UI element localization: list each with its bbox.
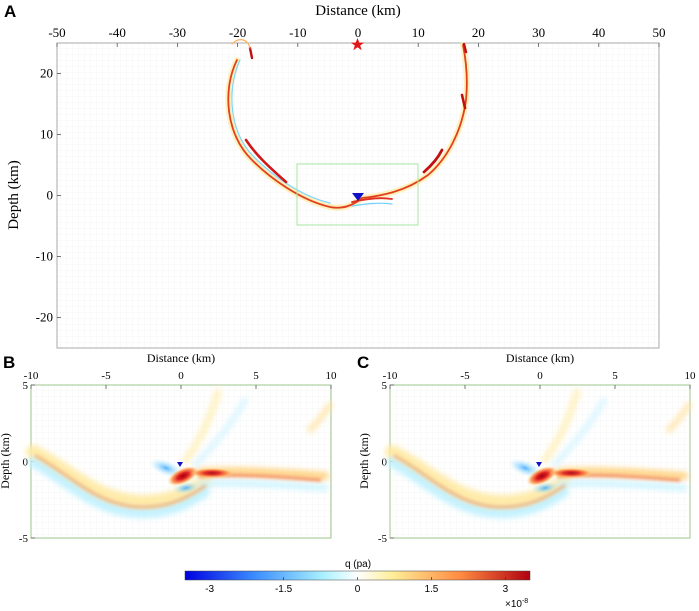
ytick-label: -5 [378,533,388,545]
xtick-label: 0 [537,370,543,382]
xtick-label: -10 [289,25,306,40]
colorbar-label: q (pa) [345,559,371,570]
panel-a-yticks: 20 10 0 -10 -20 [36,66,61,325]
panel-c-ylabel: Depth (km) [357,433,371,489]
source-star-icon [350,38,365,51]
xtick-label: 10 [412,25,425,40]
colorbar-tick-label: -3 [205,584,214,595]
colorbar-tick-label: -1.5 [275,584,293,595]
ytick-label: 10 [40,127,53,142]
panel-a-ylabel: Depth (km) [6,160,22,230]
panel-a-xticks: -50 -40 -30 -20 -10 0 10 20 30 40 50 [48,25,666,47]
panel-c-letter: C [357,353,369,372]
xtick-label: -5 [460,370,470,382]
panel-b-plot-area [30,384,332,539]
xtick-label: 10 [685,370,697,382]
panel-b-xlabel: Distance (km) [147,351,215,365]
panel-a-xlabel: Distance (km) [315,3,400,19]
xtick-label: 40 [592,25,605,40]
ytick-label: -5 [19,533,29,545]
colorbar: q (pa) -3 -1.5 0 1.5 3 ×10-8 [184,559,531,610]
receiver-triangle-icon [177,462,183,467]
xtick-label: 5 [612,370,618,382]
xtick-label: -10 [24,370,39,382]
receiver-triangle-icon [352,193,364,201]
colorbar-tick-label: 3 [503,584,509,595]
colorbar-multiplier: ×10-8 [505,598,528,610]
xtick-label: -5 [101,370,111,382]
xtick-label: 10 [326,370,338,382]
panel-b-letter: B [3,353,15,372]
ytick-label: 0 [23,457,29,469]
ytick-label: 0 [47,188,54,203]
ytick-label: 0 [382,457,388,469]
xtick-label: -50 [48,25,65,40]
receiver-triangle-icon [536,462,542,467]
xtick-label: 0 [178,370,184,382]
panel-c-wavefield [385,388,692,519]
panel-c-xticks: -10 -5 0 5 10 [383,370,696,389]
ytick-label: 5 [23,380,29,392]
panel-a-letter: A [4,2,16,21]
panel-a: A Distance (km) -50 -40 -30 -20 -10 0 10 20 30 40… [4,2,666,349]
panel-b-wavefield [26,388,333,519]
panel-b: B Distance (km) -10 -5 0 5 10 5 0 -5 Depth (km… [0,351,337,545]
panel-a-wavefront [225,39,470,211]
xtick-label: 5 [253,370,259,382]
colorbar-tick-label: 1.5 [424,584,438,595]
panel-c-plot-area [389,384,691,539]
xtick-label: -30 [169,25,186,40]
colorbar-tick-label: 0 [355,584,361,595]
xtick-label: 30 [532,25,545,40]
panel-a-inset-box [296,163,419,226]
panel-b-xticks: -10 -5 0 5 10 [24,370,337,389]
ytick-label: -10 [36,249,53,264]
xtick-label: 50 [653,25,666,40]
xtick-label: 0 [355,25,362,40]
ytick-label: 5 [382,380,388,392]
ytick-label: 20 [40,66,53,81]
xtick-label: -20 [229,25,246,40]
ytick-label: -20 [36,310,53,325]
xtick-label: -40 [109,25,126,40]
panel-c: C Distance (km) -10 -5 0 5 10 5 0 -5 Depth (km… [357,351,696,545]
panel-c-xlabel: Distance (km) [506,351,574,365]
xtick-label: -10 [383,370,398,382]
panel-b-ylabel: Depth (km) [0,433,12,489]
xtick-label: 20 [472,25,485,40]
colorbar-ticks: -3 -1.5 0 1.5 3 [205,577,509,595]
